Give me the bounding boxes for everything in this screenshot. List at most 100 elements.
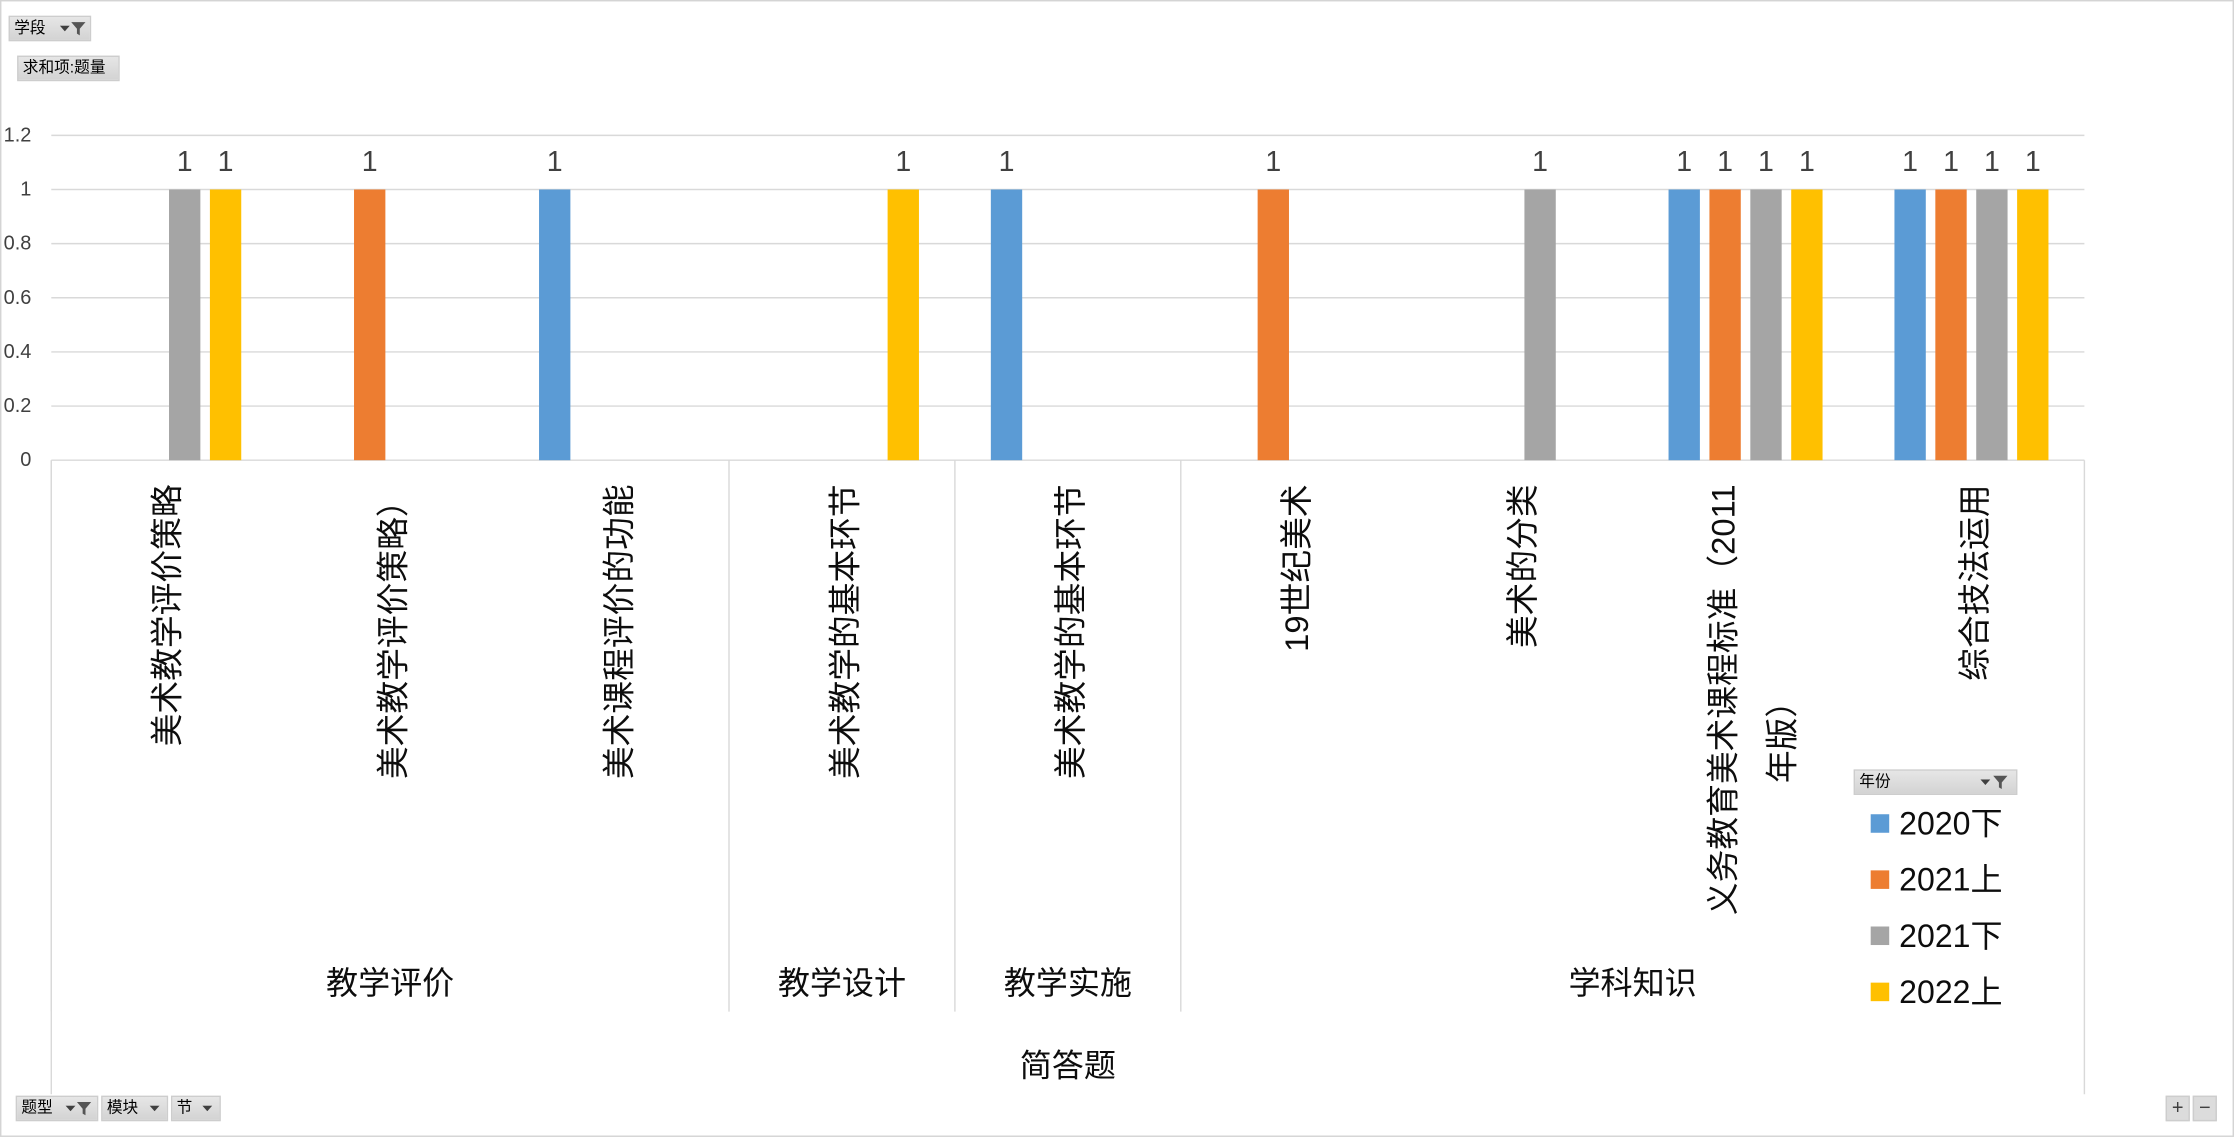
- data-label: 1: [218, 146, 234, 178]
- bar[interactable]: [1750, 189, 1782, 461]
- category-label: 综合技法运用: [1956, 484, 1993, 681]
- category-label-text: 综合技法运用: [1956, 484, 1993, 681]
- category-axis: 美术教学评价策略 美术教学评价策略） 美术课程评价的功能 美术教学的基本环节 美术教学的…: [149, 484, 1993, 915]
- legend-item[interactable]: 2021上: [1870, 862, 2003, 898]
- category-label-text: 美术教学的基本环节: [826, 484, 863, 779]
- report-filter-button[interactable]: 学段: [8, 15, 92, 42]
- legend-swatch: [1870, 982, 1890, 1002]
- value-field-button[interactable]: 求和项:题量: [17, 55, 120, 82]
- data-label: 1: [1676, 146, 1692, 178]
- category-label-text: 美术的分类: [1504, 484, 1541, 648]
- data-label: 1: [1265, 146, 1281, 178]
- bar[interactable]: [1709, 189, 1741, 461]
- category-label: 美术的分类: [1504, 484, 1541, 648]
- gridlines: [51, 134, 2085, 461]
- legend-field-button[interactable]: 年份: [1853, 769, 2018, 796]
- dropdown-arrow-icon[interactable]: [202, 1105, 213, 1112]
- bar[interactable]: [1668, 189, 1700, 461]
- bar[interactable]: [2017, 189, 2049, 461]
- y-tick-label: 0.4: [4, 341, 32, 363]
- y-tick-label: 0.6: [4, 287, 32, 309]
- filter-funnel-icon: [1993, 775, 2008, 790]
- axis-field-label: 节: [176, 1099, 193, 1117]
- y-tick-label: 1: [20, 178, 31, 200]
- category-label: 美术教学的基本环节: [1052, 484, 1089, 779]
- legend-label: 2021上: [1899, 862, 2002, 898]
- category-group-label: 教学设计: [778, 965, 906, 1001]
- legend-swatch: [1870, 926, 1890, 946]
- legend: 2020下 2021上 2021下 2022上: [1870, 806, 2003, 1010]
- bar[interactable]: [990, 189, 1023, 461]
- category-label: 19世纪美术: [1278, 484, 1315, 651]
- data-label: 1: [1717, 146, 1733, 178]
- dropdown-arrow-icon[interactable]: [59, 25, 70, 32]
- category-axis-separators: [50, 460, 2086, 1095]
- expand-field-button[interactable]: +: [2165, 1095, 2190, 1122]
- category-label: 美术教学评价策略: [149, 484, 186, 746]
- dropdown-arrow-icon[interactable]: [1980, 779, 1991, 786]
- category-label-text: 年版）: [1764, 685, 1801, 783]
- axis-field-button-tixing[interactable]: 题型: [15, 1095, 99, 1122]
- data-label: 1: [1943, 146, 1959, 178]
- y-tick-label: 1.2: [4, 124, 32, 146]
- data-label: 1: [895, 146, 911, 178]
- legend-item[interactable]: 2021下: [1870, 918, 2003, 954]
- category-group-label: 教学实施: [1004, 965, 1132, 1001]
- filter-funnel-icon: [76, 1102, 92, 1116]
- category-label-text: 19世纪美术: [1278, 484, 1315, 651]
- legend-swatch: [1870, 814, 1890, 833]
- category-label-text: 美术教学的基本环节: [1052, 484, 1089, 779]
- bar[interactable]: [539, 189, 571, 461]
- axis-field-label: 题型: [21, 1099, 53, 1117]
- collapse-field-button[interactable]: −: [2192, 1095, 2217, 1122]
- category-label-text: 美术课程评价的功能: [600, 484, 637, 779]
- y-tick-label: 0.2: [4, 395, 32, 417]
- bar[interactable]: [887, 189, 919, 461]
- bar[interactable]: [1935, 189, 1967, 461]
- data-label: 1: [362, 146, 378, 178]
- bar[interactable]: [1894, 189, 1926, 461]
- plot-area: 1 1 1 11 1 1 11 1 1 11 1 1 1: [169, 146, 2049, 461]
- bar[interactable]: [169, 189, 201, 461]
- legend-item[interactable]: 2022上: [1870, 974, 2003, 1010]
- legend-label: 2021下: [1899, 918, 2002, 954]
- bar[interactable]: [354, 189, 386, 461]
- axis-field-button-mokuai[interactable]: 模块: [101, 1095, 169, 1122]
- y-tick-label: 0.8: [4, 233, 32, 255]
- value-field-label: 求和项:题量: [22, 59, 106, 77]
- data-label: 1: [1902, 146, 1918, 178]
- legend-item[interactable]: 2020下: [1870, 806, 2003, 842]
- data-label: 1: [177, 146, 193, 178]
- category-group-label: 学科知识: [1569, 965, 1697, 1001]
- data-label: 1: [2025, 146, 2041, 178]
- bar[interactable]: [1524, 189, 1556, 461]
- dropdown-arrow-icon[interactable]: [149, 1105, 160, 1112]
- dropdown-arrow-icon[interactable]: [65, 1105, 76, 1112]
- category-label: 美术课程评价的功能: [600, 484, 637, 779]
- bar[interactable]: [1976, 189, 2008, 461]
- bar[interactable]: [209, 189, 242, 461]
- value-axis: 0 0.2 0.4 0.6 0.8 1 1.2: [4, 124, 32, 471]
- report-filter-label: 学段: [14, 19, 46, 38]
- category-label-text: 美术教学评价策略）: [374, 484, 411, 779]
- data-label: 1: [1532, 146, 1548, 178]
- data-label: 1: [1984, 146, 2000, 178]
- data-label: 1: [547, 146, 563, 178]
- category-label: 义务教育美术课程标准（2011 年版）: [1705, 484, 1801, 915]
- category-label-text: 美术教学评价策略: [149, 484, 186, 746]
- axis-field-button-jie[interactable]: 节: [170, 1095, 221, 1122]
- category-label: 美术教学评价策略）: [374, 484, 411, 779]
- bar[interactable]: [1791, 189, 1823, 461]
- data-label: 1: [1799, 146, 1815, 178]
- data-label: 1: [999, 146, 1015, 178]
- legend-label: 2022上: [1899, 974, 2002, 1010]
- category-label-text: 义务教育美术课程标准（2011: [1705, 484, 1742, 915]
- filter-funnel-icon: [71, 22, 86, 36]
- bar[interactable]: [1257, 189, 1289, 461]
